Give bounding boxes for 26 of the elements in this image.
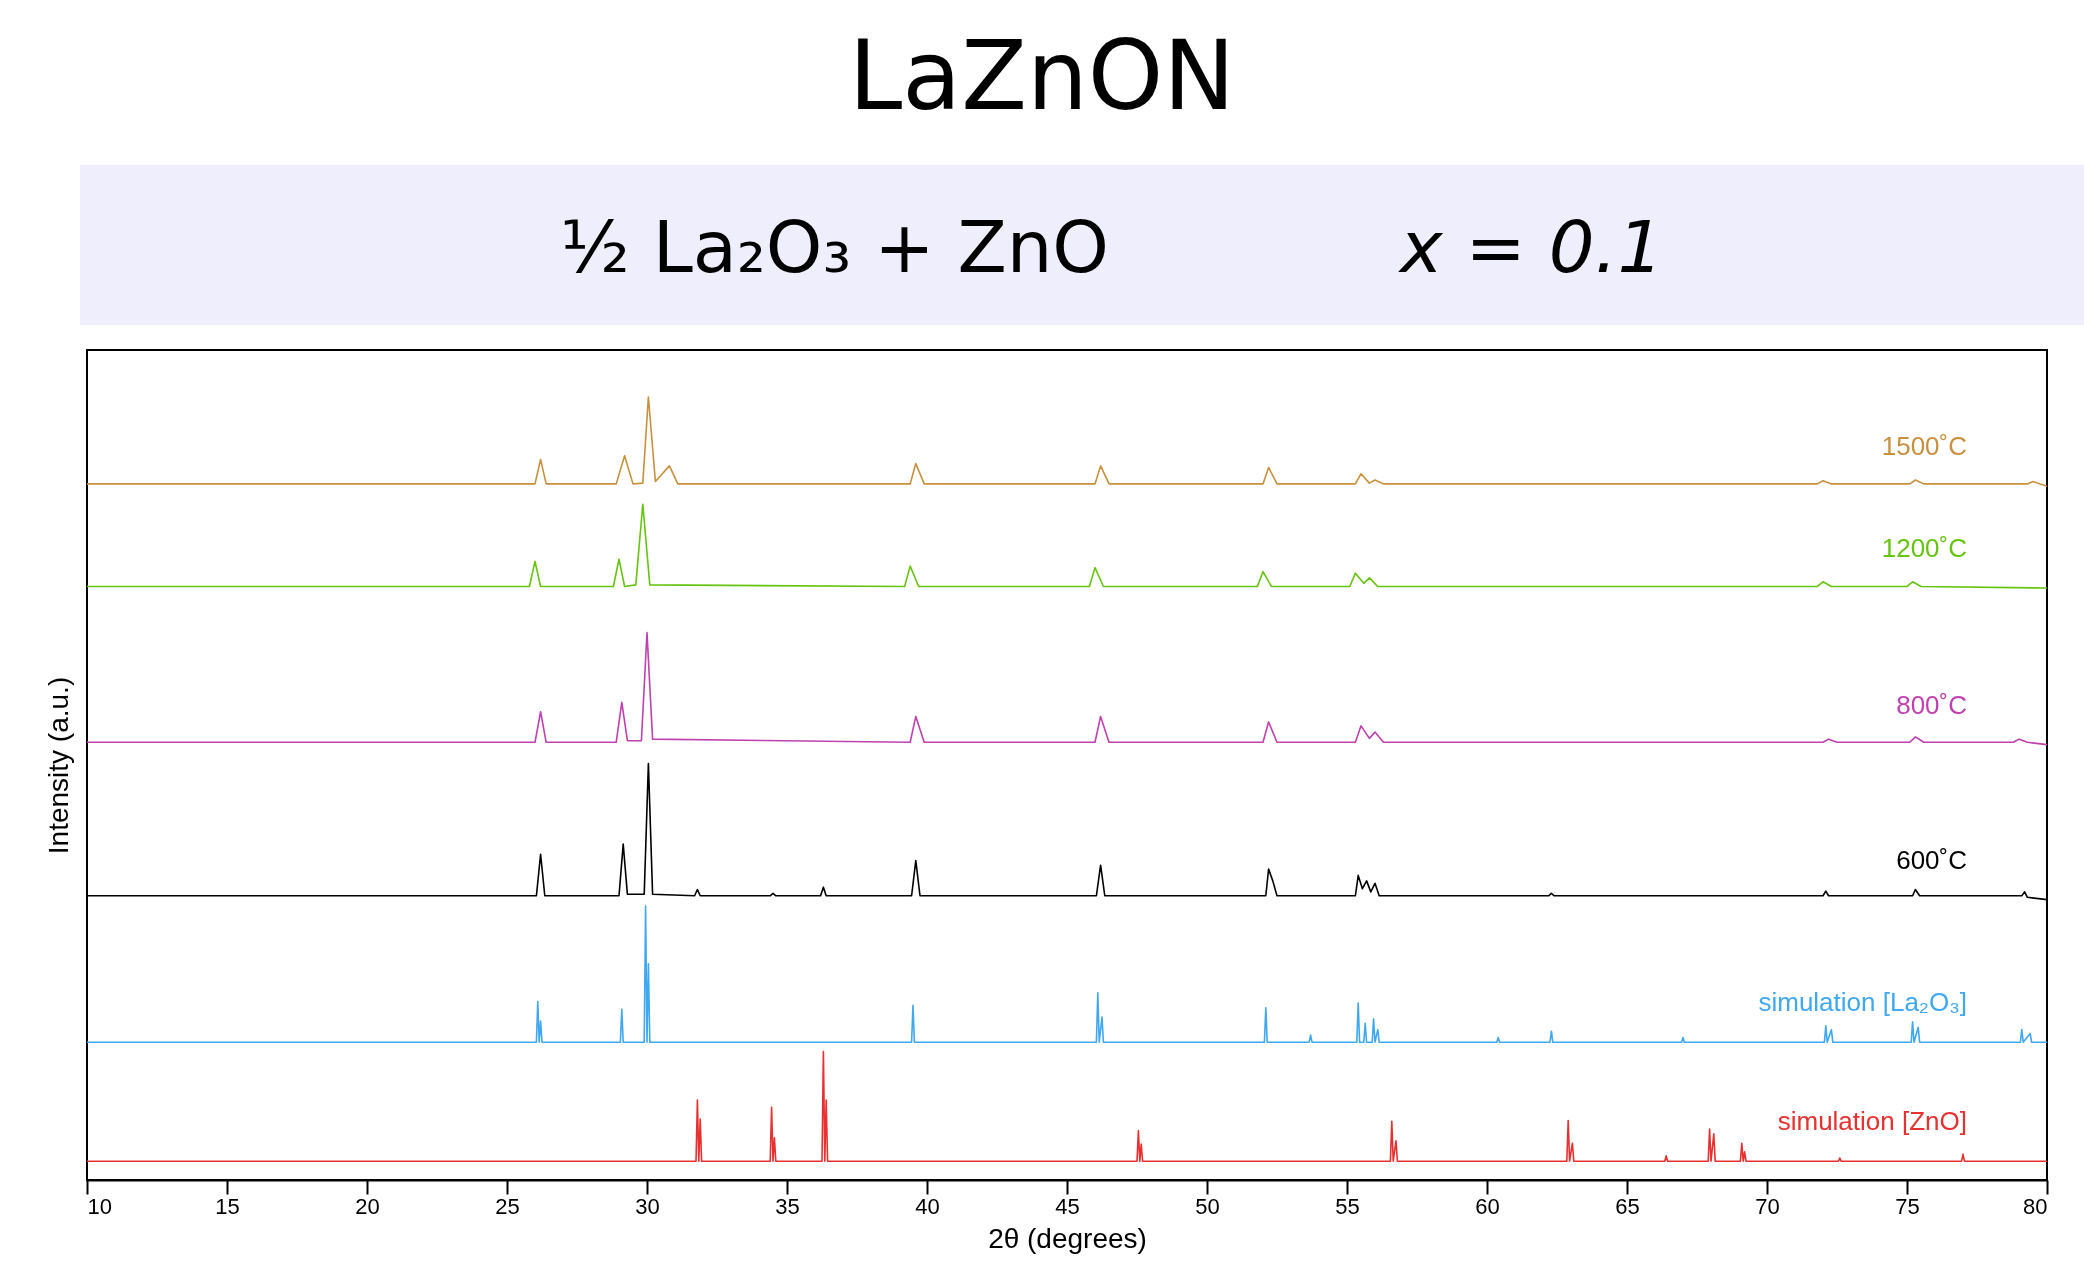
x-tick-label: 50 [1195, 1193, 1220, 1219]
x-tick-label: 55 [1335, 1193, 1360, 1219]
x-tick-label: 30 [635, 1193, 660, 1219]
x-tick-label: 80 [2023, 1193, 2048, 1219]
series-label: 1200˚C [1881, 533, 1967, 564]
x-tick-label: 45 [1055, 1193, 1080, 1219]
x-tick-label: 75 [1895, 1193, 1920, 1219]
series-label: simulation [La₂O₃] [1758, 987, 1967, 1018]
x-tick-label: 40 [915, 1193, 940, 1219]
chart-title: LaZnON [847, 20, 1237, 132]
x-axis-title: 2θ (degrees) [988, 1222, 1147, 1254]
text: x = 0.1 [1400, 205, 1664, 289]
x-tick-label: 60 [1475, 1193, 1500, 1219]
series-label: 800˚C [1896, 689, 1967, 720]
x-tick-label: 20 [355, 1193, 380, 1219]
x-tick-label: 65 [1615, 1193, 1640, 1219]
x-tick-label: 70 [1755, 1193, 1780, 1219]
x-tick-label: 15 [215, 1193, 240, 1219]
series-label: 600˚C [1896, 844, 1967, 875]
x-tick-label: 25 [495, 1193, 520, 1219]
series-label: simulation [ZnO] [1777, 1106, 1967, 1137]
chart-subtitle: ½ La₂O₃ + ZnO [560, 205, 1110, 289]
series-label: 1500˚C [1881, 431, 1967, 462]
x-tick-label: 35 [775, 1193, 800, 1219]
y-axis-title: Intensity (a.u.) [42, 676, 74, 855]
x-tick-label: 10 [87, 1193, 112, 1219]
